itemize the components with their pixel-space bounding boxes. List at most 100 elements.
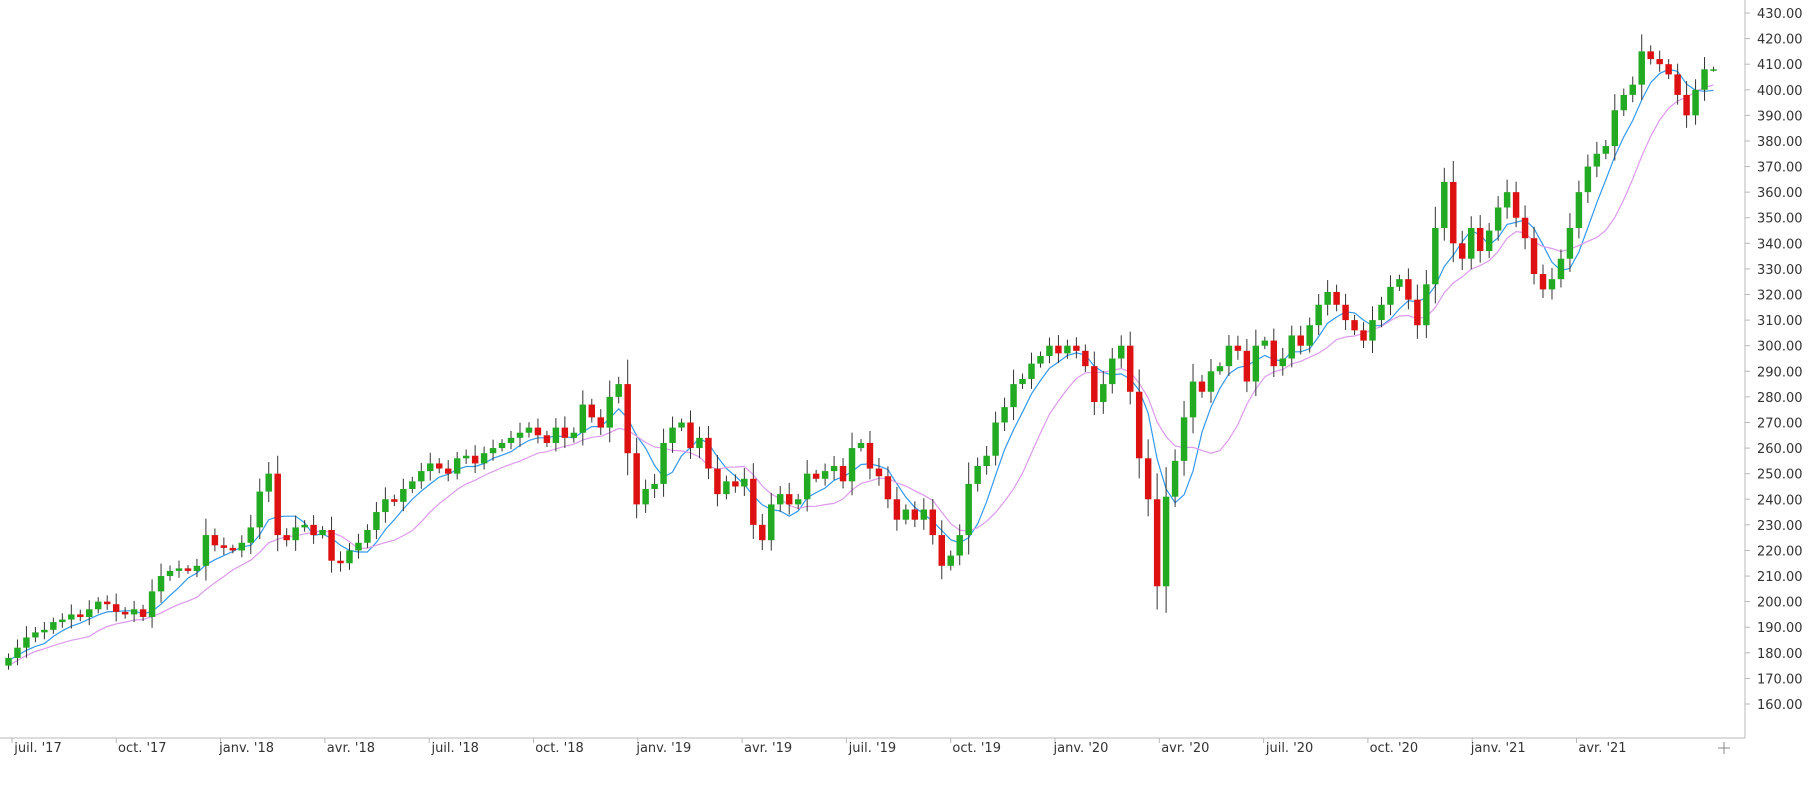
x-tick-label: janv. '20: [1053, 741, 1109, 756]
candle-body-up: [947, 555, 954, 566]
y-tick-label: 420.00: [1757, 33, 1803, 48]
y-axis-ticks: 160.00 170.00 180.00 190.00 200.00 210.00 220.…: [1745, 7, 1803, 713]
candle: [157, 563, 165, 603]
candle-body-up: [507, 437, 515, 443]
candle-body-up: [606, 396, 613, 428]
y-tick-label: 210.00: [1757, 570, 1803, 585]
candle: [498, 439, 506, 452]
candle-body-up: [1369, 320, 1376, 341]
candle: [1557, 249, 1565, 288]
candle-body-up: [247, 527, 255, 543]
candle: [319, 526, 326, 539]
candle: [435, 458, 443, 474]
candle-body-down: [1414, 299, 1421, 326]
candle: [1100, 370, 1107, 414]
candle-body-down: [812, 473, 820, 479]
candle: [355, 533, 362, 559]
candle: [121, 607, 129, 619]
candle: [741, 468, 748, 497]
candle: [1665, 59, 1672, 80]
candle-body-up: [570, 432, 578, 438]
candle-body-up: [1620, 94, 1628, 111]
candle-body-up: [1162, 496, 1170, 587]
candle: [956, 524, 963, 566]
candle-body-down: [750, 478, 757, 525]
candle: [1046, 337, 1053, 364]
candle-body-up: [1118, 345, 1125, 359]
candle-body-down: [1297, 335, 1304, 346]
y-tick-label: 290.00: [1757, 365, 1803, 380]
candle: [130, 600, 138, 623]
candle: [175, 560, 183, 578]
candle-body-up: [1557, 258, 1565, 280]
candle-body-up: [1566, 227, 1574, 259]
candle-body-up: [319, 529, 326, 536]
candle: [409, 476, 416, 494]
candle: [525, 422, 533, 438]
candle: [1396, 274, 1403, 291]
candle-body-down: [310, 524, 317, 536]
candle: [884, 466, 892, 509]
candle-body-up: [1701, 69, 1708, 90]
candle: [1064, 339, 1071, 359]
candle-body-up: [1225, 345, 1233, 367]
candle-body-down: [1683, 94, 1690, 116]
x-tick-label: janv. '19: [635, 741, 691, 756]
candle-body-up: [1028, 363, 1035, 379]
candle-body-up: [516, 432, 524, 438]
candle-body-up: [794, 499, 802, 505]
candle: [1118, 335, 1125, 368]
candle-body-up: [14, 647, 21, 658]
candle-body-down: [1342, 304, 1349, 321]
candle-body-up: [1423, 284, 1430, 326]
candle-body-up: [166, 570, 174, 577]
candle-body-down: [1665, 64, 1672, 75]
candle: [77, 609, 84, 622]
candle-body-up: [615, 384, 622, 397]
candle-body-up: [1378, 304, 1385, 321]
candle: [1109, 348, 1116, 394]
candle: [1647, 45, 1654, 65]
candle-body-up: [1503, 192, 1511, 208]
candle: [974, 457, 981, 492]
candle: [373, 501, 380, 540]
candle: [1584, 154, 1592, 203]
candle: [1082, 344, 1089, 372]
candle-body-up: [660, 442, 667, 484]
candle-body-up: [1252, 345, 1260, 382]
candle-body-up: [651, 483, 658, 490]
candle: [723, 475, 730, 500]
candle-body-down: [597, 417, 604, 428]
candle: [678, 418, 685, 432]
candle-body-down: [561, 427, 569, 438]
candle: [1548, 267, 1556, 300]
candle-body-up: [1611, 110, 1619, 147]
candle: [1297, 325, 1304, 355]
candle-body-down: [839, 465, 847, 482]
y-tick-label: 170.00: [1757, 672, 1803, 687]
candle-body-up: [427, 463, 434, 472]
candle: [570, 427, 578, 443]
candle: [14, 639, 21, 666]
candle-body-up: [1306, 325, 1313, 346]
candle: [1620, 88, 1628, 117]
candle: [947, 550, 954, 571]
x-tick-label: oct. '20: [1370, 741, 1419, 756]
candle-body-down: [1459, 243, 1466, 259]
candle: [1387, 275, 1394, 316]
candle-body-up: [768, 504, 775, 541]
candle-body-up: [920, 509, 928, 520]
candle: [1710, 66, 1717, 72]
candle: [938, 520, 945, 580]
y-tick-label: 270.00: [1757, 416, 1803, 431]
candle: [1189, 363, 1197, 434]
candle: [642, 479, 649, 513]
candle: [875, 457, 883, 486]
candle-body-up: [956, 535, 963, 556]
candles-layer: [5, 34, 1717, 670]
candle-body-down: [866, 442, 874, 469]
candle-body-up: [1575, 192, 1583, 228]
candle: [624, 359, 631, 476]
candle-body-up: [86, 609, 93, 617]
candle-body-up: [723, 481, 730, 495]
